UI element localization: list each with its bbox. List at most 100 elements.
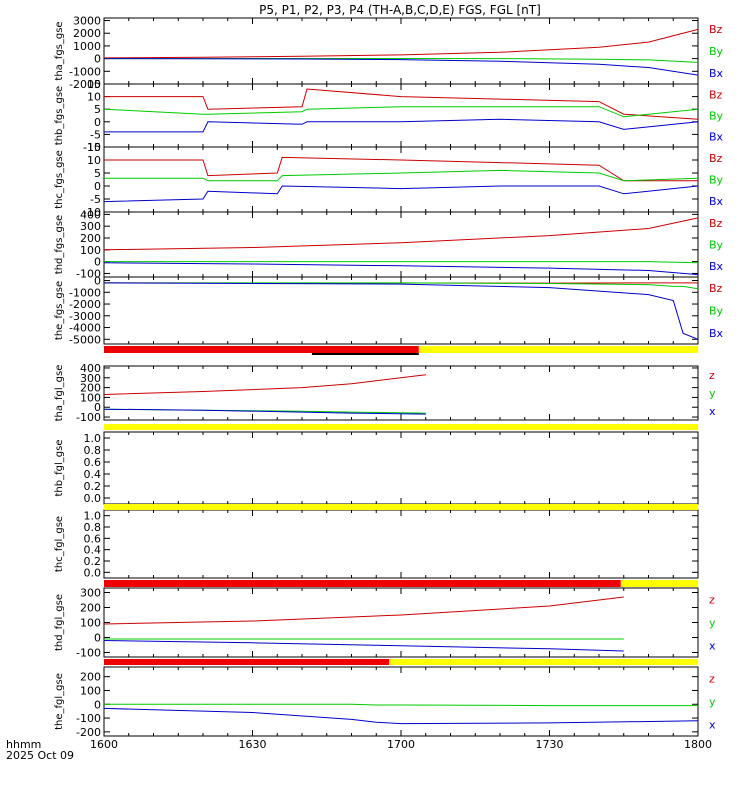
series-line-Bz xyxy=(104,88,699,120)
y-axis-label: the_fgs_gse xyxy=(54,281,65,340)
legend-x: x xyxy=(709,405,716,418)
y-tick-label: 400 xyxy=(80,362,101,375)
y-tick-label: -5 xyxy=(90,193,101,206)
mode-bar-segment xyxy=(620,580,698,587)
y-tick-label: 5 xyxy=(94,103,101,116)
series-line-By xyxy=(104,282,699,290)
legend-Bz: Bz xyxy=(709,217,723,230)
legend-Bz: Bz xyxy=(709,23,723,36)
series-line-Bz xyxy=(103,217,699,251)
mode-bar-segment xyxy=(104,346,419,353)
legend-Bz: Bz xyxy=(709,282,723,295)
legend-x: x xyxy=(709,640,716,653)
y-tick-label: 10 xyxy=(87,91,101,104)
y-tick-label: -2000 xyxy=(69,298,101,311)
mode-bar xyxy=(104,580,698,587)
y-tick-label: 1.0 xyxy=(84,432,102,445)
legend-Bx: Bx xyxy=(709,260,724,273)
y-axis-label: thc_fgl_gse xyxy=(54,516,65,572)
mode-bars-group xyxy=(104,346,698,665)
panel-frame xyxy=(103,83,699,148)
series-line-By xyxy=(103,106,699,118)
y-tick-label: 0 xyxy=(94,53,101,66)
y-tick-label: 10 xyxy=(87,154,101,167)
mode-bar-segment xyxy=(104,504,698,510)
y-tick-label: 5 xyxy=(94,167,101,180)
y-axis-label: thb_fgl_gse xyxy=(54,440,65,497)
mode-bar xyxy=(104,504,698,510)
y-tick-label: -1000 xyxy=(69,286,101,299)
panel-frame xyxy=(103,17,699,85)
series-line-By xyxy=(104,261,699,264)
legend-z: z xyxy=(709,594,715,607)
y-axis-label: tha_fgl_gse xyxy=(54,365,65,422)
mode-bar xyxy=(104,424,698,430)
y-tick-label: 0.4 xyxy=(84,468,102,481)
y-tick-label: 400 xyxy=(80,208,101,221)
y-axis-label: thc_fgs_gse xyxy=(54,150,65,209)
chart-title: P5, P1, P2, P3, P4 (TH-A,B,C,D,E) FGS, F… xyxy=(259,3,541,17)
legend-y: y xyxy=(709,617,716,630)
y-tick-label: 100 xyxy=(80,244,101,257)
y-tick-label: 0 xyxy=(94,698,101,711)
panel-frame xyxy=(103,146,699,213)
legend-Bx: Bx xyxy=(709,67,724,80)
legend-y: y xyxy=(709,387,716,400)
y-tick-label: 0 xyxy=(94,180,101,193)
y-tick-label: 1000 xyxy=(73,40,101,53)
y-axis-label: thd_fgs_gse xyxy=(54,215,65,274)
series-line-z xyxy=(103,374,426,395)
series-line-Bz xyxy=(103,28,699,59)
legend-Bx: Bx xyxy=(709,195,724,208)
y-tick-label: 0.8 xyxy=(84,521,102,534)
series-line-Bx xyxy=(103,282,699,340)
x-tick-label: 1600 xyxy=(90,738,118,751)
y-tick-label: 200 xyxy=(80,671,101,684)
series-line-Bz xyxy=(104,156,698,182)
panel-frame xyxy=(103,666,699,737)
legend-Bz: Bz xyxy=(709,89,723,102)
y-tick-label: 200 xyxy=(80,232,101,245)
series-line-x xyxy=(103,640,624,652)
mode-bar-segment xyxy=(104,659,390,665)
y-tick-label: 200 xyxy=(80,602,101,615)
series-line-z xyxy=(103,596,624,625)
panel-the_fgs_gse: 0-1000-2000-3000-4000-5000 the_fgs_gse Bz B… xyxy=(54,275,724,347)
x-axis: 1600 1630 1700 1730 1800 xyxy=(90,738,712,751)
y-axis-label: thd_fgl_gse xyxy=(54,594,65,651)
x-tick-label: 1700 xyxy=(387,738,415,751)
panel-frame xyxy=(103,276,699,345)
y-tick-label: 0 xyxy=(94,116,101,129)
y-tick-label: 0 xyxy=(94,401,101,414)
y-tick-label: 15 xyxy=(87,141,101,154)
y-tick-label: 0.4 xyxy=(84,544,102,557)
mode-bar-segment xyxy=(104,580,621,587)
y-tick-label: 200 xyxy=(80,382,101,395)
y-axis-label: the_fgl_gse xyxy=(54,673,65,730)
y-tick-label: -100 xyxy=(76,411,101,424)
x-axis-label-hhmm: hhmm xyxy=(6,738,41,751)
legend-z: z xyxy=(709,673,715,686)
y-tick-label: 0.0 xyxy=(84,566,102,579)
y-tick-label: 300 xyxy=(80,220,101,233)
legend-By: By xyxy=(709,174,724,187)
mode-bar xyxy=(104,346,698,355)
legend-z: z xyxy=(709,369,715,382)
mode-bar-marker xyxy=(311,353,419,355)
y-tick-label: -1000 xyxy=(69,65,101,78)
panel-frame xyxy=(103,211,699,278)
y-tick-label: 3000 xyxy=(73,15,101,28)
y-tick-label: 100 xyxy=(80,684,101,697)
y-tick-label: 300 xyxy=(80,372,101,385)
y-tick-label: 0 xyxy=(94,632,101,645)
x-axis-label-date: 2025 Oct 09 xyxy=(6,749,74,762)
y-tick-label: -3000 xyxy=(69,310,101,323)
y-tick-label: 15 xyxy=(87,78,101,91)
y-tick-label: 300 xyxy=(80,587,101,600)
